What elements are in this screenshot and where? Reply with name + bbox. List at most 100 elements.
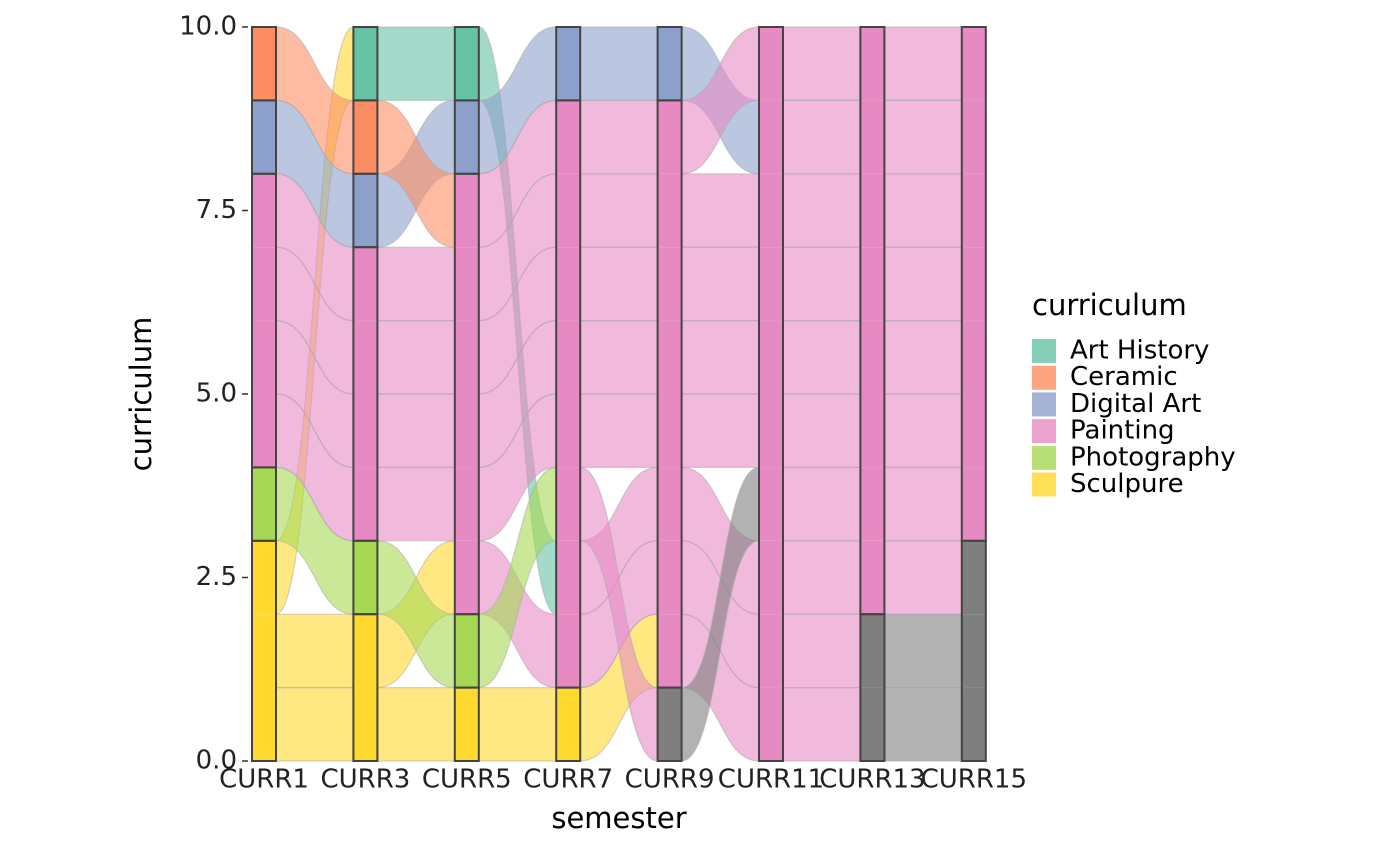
flow [782,26,861,102]
y-tick-label: 10.0 [179,12,237,42]
lode [860,100,885,174]
lode [657,394,682,468]
lode [961,320,986,394]
x-tick-label: CURR7 [523,765,613,795]
lode [556,614,581,688]
flow [275,613,354,689]
flow [681,246,760,322]
lode [454,173,479,248]
lode [252,100,276,174]
legend-label: Art History [1070,336,1209,366]
flow [782,99,861,175]
flow [681,173,760,248]
flow [883,99,963,175]
flow [376,319,456,395]
flow [478,686,557,762]
lode [860,173,885,248]
lode [759,27,783,101]
lode [860,687,885,761]
stratum-outline [758,26,784,762]
lode [556,100,581,174]
y-tick-label: 0.0 [196,746,237,776]
legend-swatch [1032,392,1056,417]
lode [961,394,986,468]
legend-label: Painting [1070,416,1175,446]
flow [883,26,963,102]
lode [759,173,783,248]
flow [782,466,861,542]
legend-label: Ceramic [1070,362,1178,392]
y-tick-label: 2.5 [196,562,237,592]
flow [579,246,659,322]
lode [252,614,276,688]
lode [860,614,885,688]
lode [353,540,378,615]
lode [961,100,986,174]
y-axis-title: curriculum [124,317,158,472]
lode [454,394,479,468]
lode [454,614,479,688]
lode [759,394,783,468]
flow [376,466,456,542]
lode [353,173,378,248]
lode [252,247,276,321]
flow [376,686,456,762]
stratum-outline [453,99,480,175]
lode [657,540,682,615]
lode [759,100,783,174]
lode [454,27,479,101]
lode [353,320,378,394]
stratum-outline [352,99,379,175]
lode [252,394,276,468]
lode [252,467,276,541]
x-tick-label: CURR3 [320,765,410,795]
flow [883,686,963,762]
lode [353,394,378,468]
lode [759,247,783,321]
flow [883,393,963,469]
lode [556,394,581,468]
lode [556,27,581,101]
stratum-outline [960,26,987,542]
x-axis-title: semester [551,801,686,835]
legend-label: Photography [1070,442,1236,472]
flow [883,466,963,542]
lode [252,27,276,101]
lode [556,320,581,394]
lode [657,247,682,321]
lode [961,687,986,761]
flows [275,26,963,762]
flow [681,319,760,395]
flow [275,686,354,762]
lode [657,687,682,761]
legend-swatch [1032,419,1056,444]
stratum-outline [453,613,480,689]
lode [657,100,682,174]
legend-swatch [1032,445,1056,470]
legend-swatch [1032,339,1056,363]
lode [860,27,885,101]
flow [782,173,861,248]
flow [579,26,659,102]
x-tick-label: CURR5 [422,765,512,795]
lode [252,173,276,248]
lode [657,614,682,688]
legend-swatch [1032,472,1056,497]
lode [454,320,479,394]
lode [454,100,479,174]
lode [353,27,378,101]
lode [454,247,479,321]
lode [657,173,682,248]
lode [657,467,682,541]
lode [860,540,885,615]
lode [454,467,479,541]
legend-swatch [1032,365,1056,390]
flow [883,613,963,689]
lode [961,247,986,321]
x-tick-label: CURR15 [921,765,1027,795]
lode [961,467,986,541]
lode [252,540,276,615]
lode [860,320,885,394]
flow [579,99,659,175]
legend-label: Sculpure [1070,469,1184,499]
